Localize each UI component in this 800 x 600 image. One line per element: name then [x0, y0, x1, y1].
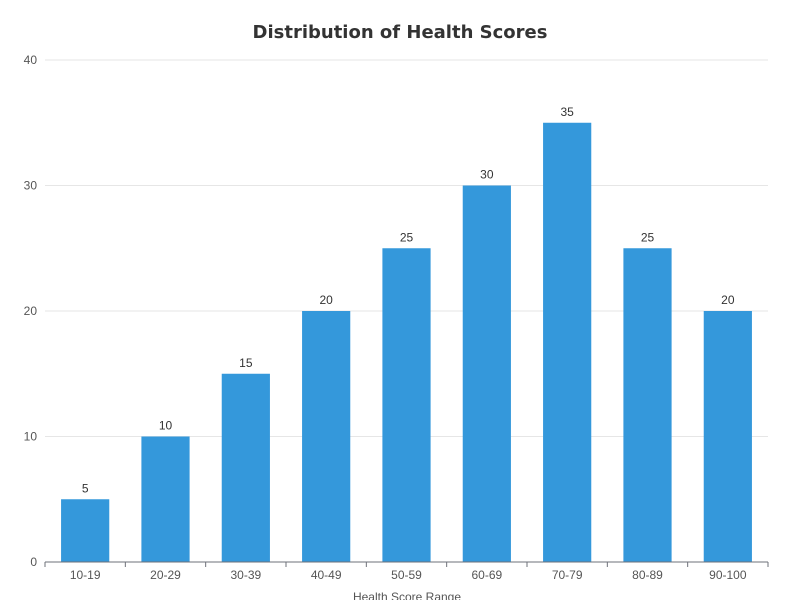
y-tick-label: 40 — [24, 53, 38, 67]
bar[interactable] — [703, 311, 752, 562]
bar-value-label: 30 — [480, 168, 494, 182]
bar[interactable] — [141, 436, 190, 563]
x-tick-label: 50-59 — [391, 568, 422, 582]
y-axis: 0 10 20 30 40 — [24, 53, 38, 569]
bar-value-label: 15 — [239, 356, 253, 370]
chart-title: Distribution of Health Scores — [253, 22, 548, 43]
x-axis-title: Health Score Range — [353, 590, 461, 600]
x-tick-label: 60-69 — [471, 568, 502, 582]
bar-value-label: 35 — [560, 105, 574, 119]
bar-value-label: 25 — [641, 230, 655, 244]
bar-value-label: 5 — [82, 481, 89, 495]
bar-value-label: 25 — [400, 230, 414, 244]
x-tick-label: 10-19 — [70, 568, 101, 582]
y-tick-label: 10 — [24, 430, 38, 444]
bar[interactable] — [61, 499, 110, 562]
bar[interactable] — [221, 373, 270, 562]
bar[interactable] — [543, 122, 592, 562]
y-tick-label: 0 — [30, 555, 37, 569]
bar[interactable] — [623, 248, 672, 562]
x-tick-label: 90-100 — [709, 568, 747, 582]
bar[interactable] — [302, 311, 351, 562]
x-tick-label: 20-29 — [150, 568, 181, 582]
bar-value-label: 10 — [159, 419, 173, 433]
x-tick-label: 30-39 — [230, 568, 261, 582]
bars: 5 10 15 20 25 30 35 25 20 — [61, 105, 752, 562]
bar-value-label: 20 — [721, 293, 735, 307]
x-tick-label: 80-89 — [632, 568, 663, 582]
bar[interactable] — [462, 185, 511, 563]
x-tick-label: 70-79 — [552, 568, 583, 582]
bar[interactable] — [382, 248, 431, 562]
bar-value-label: 20 — [319, 293, 333, 307]
y-tick-label: 30 — [24, 179, 38, 193]
x-tick-label: 40-49 — [311, 568, 342, 582]
x-axis: 10-19 20-29 30-39 40-49 50-59 60-69 70-79 80-89… — [44, 561, 769, 582]
y-tick-label: 20 — [24, 304, 38, 318]
